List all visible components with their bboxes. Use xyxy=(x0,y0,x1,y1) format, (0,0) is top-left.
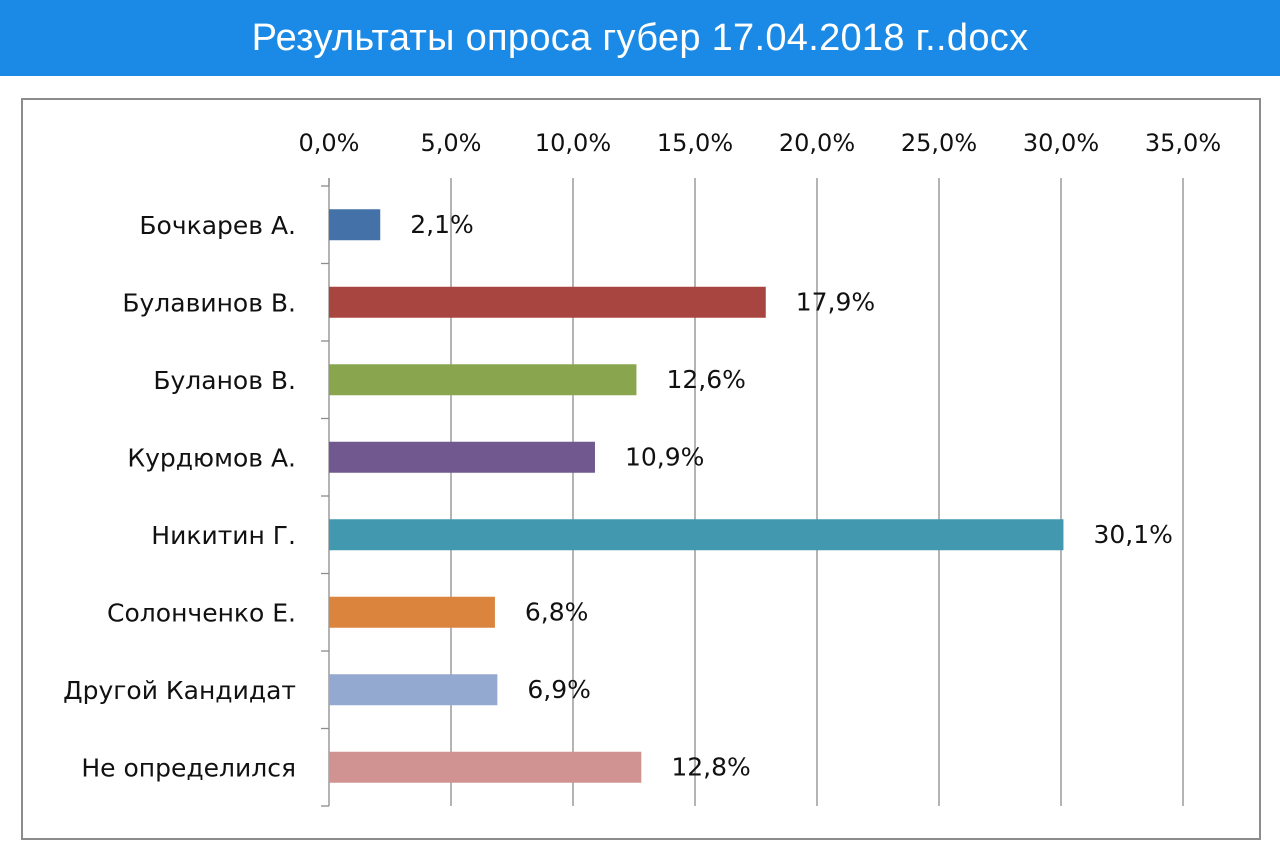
category-label: Не определился xyxy=(81,753,296,782)
title-bar: Результаты опроса губер 17.04.2018 г..do… xyxy=(0,0,1280,76)
category-label: Другой Кандидат xyxy=(63,676,296,705)
bar xyxy=(329,519,1064,551)
category-label: Буланов В. xyxy=(153,366,296,395)
data-label: 2,1% xyxy=(410,210,474,239)
category-label: Солонченко Е. xyxy=(107,598,296,627)
x-tick-label: 20,0% xyxy=(779,129,855,157)
category-label: Бочкарев А. xyxy=(139,211,296,240)
data-label: 6,8% xyxy=(525,597,589,626)
data-label: 10,9% xyxy=(625,442,704,471)
data-label: 12,6% xyxy=(666,365,745,394)
x-tick-label: 15,0% xyxy=(657,129,733,157)
bar xyxy=(329,751,642,783)
x-tick-label: 0,0% xyxy=(299,129,360,157)
category-label: Никитин Г. xyxy=(151,521,296,550)
data-label: 17,9% xyxy=(796,287,875,316)
data-label: 12,8% xyxy=(671,752,750,781)
chart-frame xyxy=(21,98,1261,840)
x-tick-label: 25,0% xyxy=(901,129,977,157)
bar xyxy=(329,286,766,318)
x-tick-label: 30,0% xyxy=(1023,129,1099,157)
bar xyxy=(329,209,381,241)
bar xyxy=(329,441,595,473)
category-label: Булавинов В. xyxy=(122,288,296,317)
x-tick-label: 35,0% xyxy=(1145,129,1221,157)
x-tick-label: 10,0% xyxy=(535,129,611,157)
data-label: 30,1% xyxy=(1093,520,1172,549)
bar xyxy=(329,364,637,396)
bar xyxy=(329,674,498,706)
document-title: Результаты опроса губер 17.04.2018 г..do… xyxy=(251,16,1029,59)
bar xyxy=(329,596,495,628)
x-tick-label: 5,0% xyxy=(421,129,482,157)
category-label: Курдюмов А. xyxy=(127,443,296,472)
data-label: 6,9% xyxy=(527,675,591,704)
